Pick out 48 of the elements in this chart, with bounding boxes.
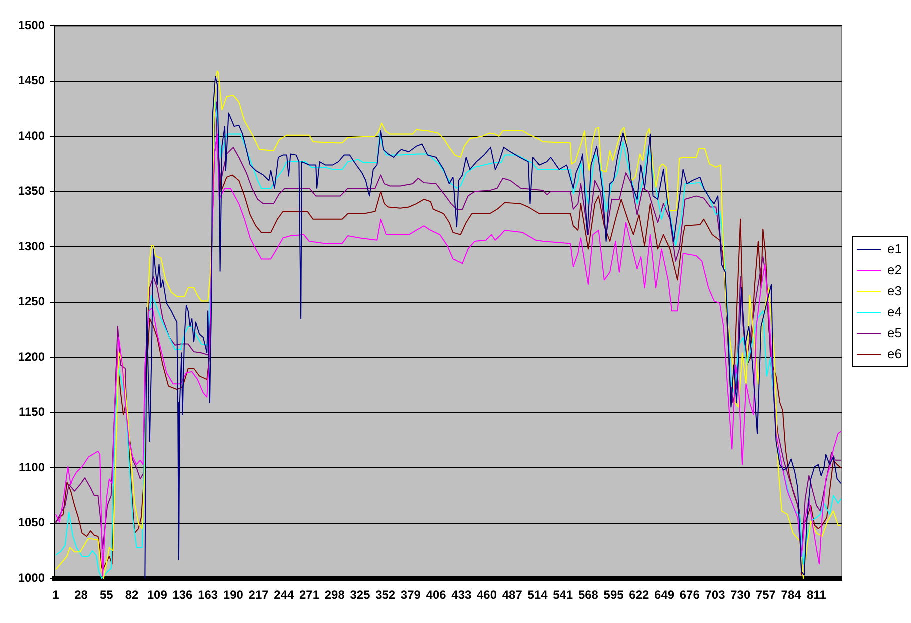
- x-tick-label: 730: [730, 588, 751, 602]
- legend-label: e2: [888, 262, 902, 278]
- x-tick-label: 811: [807, 588, 827, 602]
- x-tick-label: 595: [604, 588, 624, 602]
- y-tick-label: 1250: [18, 294, 46, 309]
- x-tick-label: 784: [781, 588, 802, 602]
- x-tick-label: 325: [350, 588, 371, 602]
- x-tick-label: 352: [376, 588, 396, 602]
- legend-label: e3: [888, 283, 902, 298]
- x-tick-label: 460: [477, 588, 498, 602]
- y-tick-label: 1100: [18, 460, 46, 474]
- x-tick-label: 649: [654, 588, 675, 602]
- x-tick-label: 82: [125, 588, 140, 602]
- x-tick-label: 487: [502, 588, 523, 602]
- x-tick-label: 568: [578, 588, 599, 602]
- x-tick-label: 298: [324, 588, 346, 602]
- y-tick-label: 1500: [18, 18, 46, 32]
- x-tick-label: 379: [400, 588, 422, 602]
- legend-label: e4: [888, 304, 902, 320]
- x-tick-label: 514: [528, 588, 548, 602]
- x-tick-label: 28: [74, 588, 88, 602]
- x-tick-label: 109: [147, 588, 168, 602]
- x-tick-label: 1: [52, 588, 60, 602]
- x-tick-label: 244: [274, 588, 294, 602]
- x-tick-label: 190: [223, 588, 244, 602]
- x-tick-label: 217: [248, 588, 270, 602]
- x-tick-label: 55: [100, 588, 114, 602]
- x-tick-label: 676: [680, 588, 700, 602]
- y-tick-label: 1050: [18, 516, 46, 530]
- x-tick-label: 406: [426, 588, 447, 602]
- y-tick-label: 1450: [18, 74, 46, 88]
- x-tick-label: 163: [198, 588, 218, 602]
- legend-label: e1: [888, 241, 902, 256]
- x-tick-label: 271: [300, 588, 320, 602]
- y-tick-label: 1300: [18, 239, 46, 254]
- y-tick-label: 1150: [18, 405, 46, 420]
- x-tick-label: 541: [553, 588, 574, 602]
- y-tick-label: 1200: [18, 350, 46, 364]
- legend-label: e6: [888, 346, 902, 362]
- x-tick-label: 703: [705, 588, 726, 602]
- y-tick-label: 1400: [18, 128, 46, 143]
- x-tick-label: 136: [172, 588, 194, 602]
- x-tick-label: 622: [629, 588, 650, 602]
- y-tick-label: 1350: [18, 184, 46, 198]
- x-tick-label: 433: [452, 588, 472, 602]
- x-tick-label: 757: [756, 588, 776, 602]
- legend-label: e5: [888, 325, 902, 340]
- y-tick-label: 1000: [18, 570, 46, 585]
